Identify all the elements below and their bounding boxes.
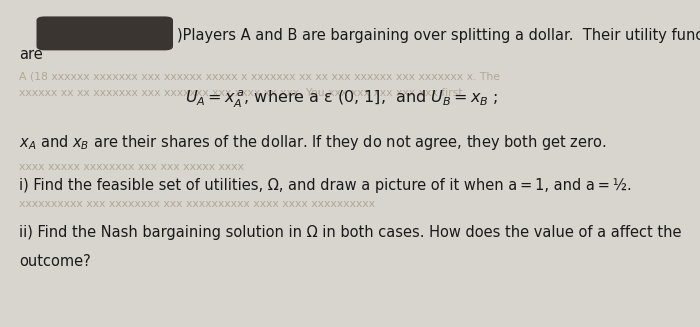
Text: outcome?: outcome? <box>20 254 91 269</box>
Text: i) Find the feasible set of utilities, Ω, and draw a picture of it when a = 1, a: i) Find the feasible set of utilities, Ω… <box>20 179 632 194</box>
Text: A (18 xxxxxx xxxxxxx xxx xxxxxx xxxxx x xxxxxxx xx xx xxx xxxxxx xxx xxxxxxx x. : A (18 xxxxxx xxxxxxx xxx xxxxxx xxxxx x … <box>20 72 500 82</box>
Text: ii) Find the Nash bargaining solution in Ω in both cases. How does the value of : ii) Find the Nash bargaining solution in… <box>20 225 682 240</box>
Text: )Players A and B are bargaining over splitting a dollar.  Their utility function: )Players A and B are bargaining over spl… <box>177 28 700 43</box>
Text: xxxxxx xx xx xxxxxxx xxx xxxxxxx xxx xxxx xx xxx. You xxx xxx xxx xxx xxx first: xxxxxx xx xx xxxxxxx xxx xxxxxxx xxx xxx… <box>20 88 463 98</box>
Text: xxxxxxxxxx xxx xxxxxxxx xxx xxxxxxxxxx xxxx xxxx xxxxxxxxxx: xxxxxxxxxx xxx xxxxxxxx xxx xxxxxxxxxx x… <box>20 198 375 209</box>
Text: $U_A = x_A^{\,a}$, where a ε (0, 1],  and $U_B = x_B$ ;: $U_A = x_A^{\,a}$, where a ε (0, 1], and… <box>186 89 498 110</box>
Text: are: are <box>20 47 43 62</box>
FancyBboxPatch shape <box>36 16 173 50</box>
Text: $x_A$ and $x_B$ are their shares of the dollar. If they do not agree, they both : $x_A$ and $x_B$ are their shares of the … <box>20 133 607 152</box>
Text: xxxx xxxxx xxxxxxxx xxx xxx xxxxx xxxx: xxxx xxxxx xxxxxxxx xxx xxx xxxxx xxxx <box>20 162 244 172</box>
